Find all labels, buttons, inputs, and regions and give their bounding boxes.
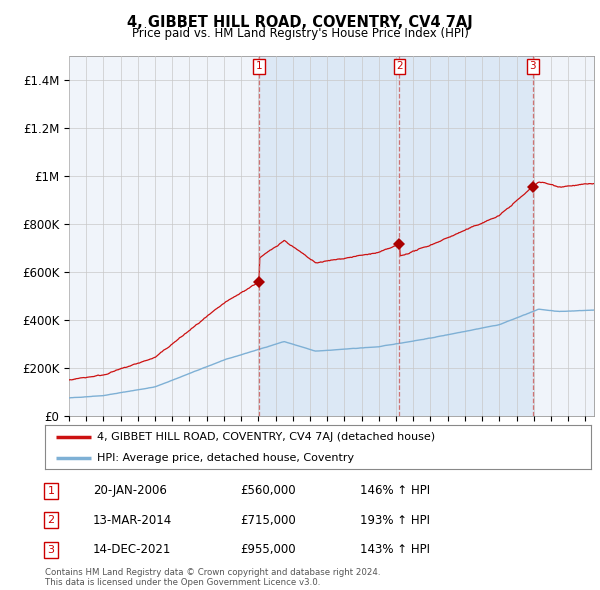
Text: 2: 2 bbox=[47, 516, 55, 525]
Text: 146% ↑ HPI: 146% ↑ HPI bbox=[360, 484, 430, 497]
Text: 143% ↑ HPI: 143% ↑ HPI bbox=[360, 543, 430, 556]
Text: £955,000: £955,000 bbox=[240, 543, 296, 556]
Text: 13-MAR-2014: 13-MAR-2014 bbox=[93, 514, 172, 527]
Text: 4, GIBBET HILL ROAD, COVENTRY, CV4 7AJ: 4, GIBBET HILL ROAD, COVENTRY, CV4 7AJ bbox=[127, 15, 473, 30]
Text: 20-JAN-2006: 20-JAN-2006 bbox=[93, 484, 167, 497]
Text: £715,000: £715,000 bbox=[240, 514, 296, 527]
Text: £560,000: £560,000 bbox=[240, 484, 296, 497]
Text: HPI: Average price, detached house, Coventry: HPI: Average price, detached house, Cove… bbox=[97, 453, 354, 463]
Text: Contains HM Land Registry data © Crown copyright and database right 2024.
This d: Contains HM Land Registry data © Crown c… bbox=[45, 568, 380, 587]
Text: 2: 2 bbox=[396, 61, 403, 71]
Text: 193% ↑ HPI: 193% ↑ HPI bbox=[360, 514, 430, 527]
Text: 14-DEC-2021: 14-DEC-2021 bbox=[93, 543, 172, 556]
Text: 1: 1 bbox=[47, 486, 55, 496]
Text: 1: 1 bbox=[256, 61, 263, 71]
Text: 3: 3 bbox=[47, 545, 55, 555]
Bar bbox=[259, 56, 533, 416]
Text: 4, GIBBET HILL ROAD, COVENTRY, CV4 7AJ (detached house): 4, GIBBET HILL ROAD, COVENTRY, CV4 7AJ (… bbox=[97, 432, 435, 442]
Text: 3: 3 bbox=[530, 61, 536, 71]
Text: Price paid vs. HM Land Registry's House Price Index (HPI): Price paid vs. HM Land Registry's House … bbox=[131, 27, 469, 40]
